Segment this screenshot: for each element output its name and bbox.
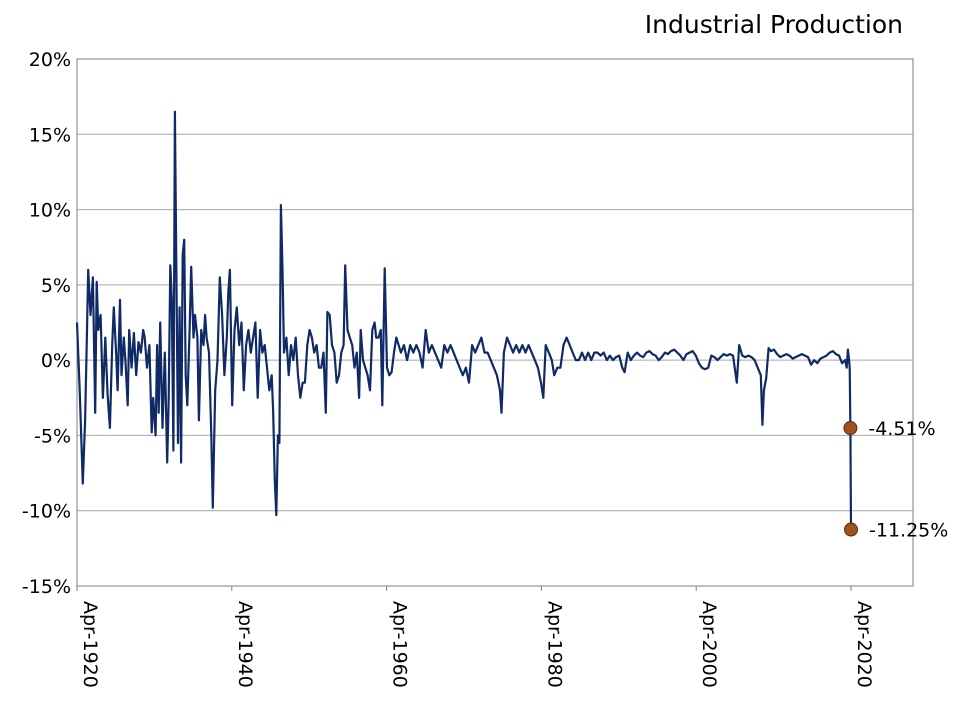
x-tick-label: Apr-2020	[853, 601, 875, 688]
annotations: -4.51% -11.25%	[843, 418, 948, 542]
chart-title: Industrial Production	[645, 10, 903, 39]
x-tick-label: Apr-1940	[234, 601, 256, 688]
y-tick-label: 10%	[29, 200, 71, 222]
grid-lines	[77, 58, 913, 587]
y-tick-label: 20%	[29, 49, 71, 71]
series-layer	[75, 110, 853, 530]
y-tick-label: 0%	[41, 350, 71, 372]
series-line	[75, 110, 853, 530]
y-tick-label: 5%	[41, 275, 71, 297]
y-axis-ticks: 20% 15% 10% 5% 0% -5% -10% -15%	[22, 49, 71, 598]
x-tick-label: Apr-1980	[543, 601, 565, 688]
plot-border	[76, 58, 914, 587]
x-axis-ticks: Apr-1920 Apr-1940 Apr-1960 Apr-1980 Apr-2000…	[76, 586, 875, 688]
annotation-marker	[844, 522, 858, 537]
annotation-label: -4.51%	[868, 418, 935, 440]
x-tick-label: Apr-1920	[79, 601, 101, 688]
y-tick-label: -5%	[34, 425, 71, 447]
plot-area	[76, 58, 914, 587]
y-tick-label: -15%	[22, 576, 71, 598]
x-tick-label: Apr-2000	[698, 601, 720, 688]
x-tick-label: Apr-1960	[389, 601, 411, 688]
y-tick-label: -10%	[22, 501, 71, 523]
annotation-label: -11.25%	[869, 520, 948, 542]
y-tick-label: 15%	[29, 124, 71, 146]
annotation-marker	[843, 421, 858, 436]
